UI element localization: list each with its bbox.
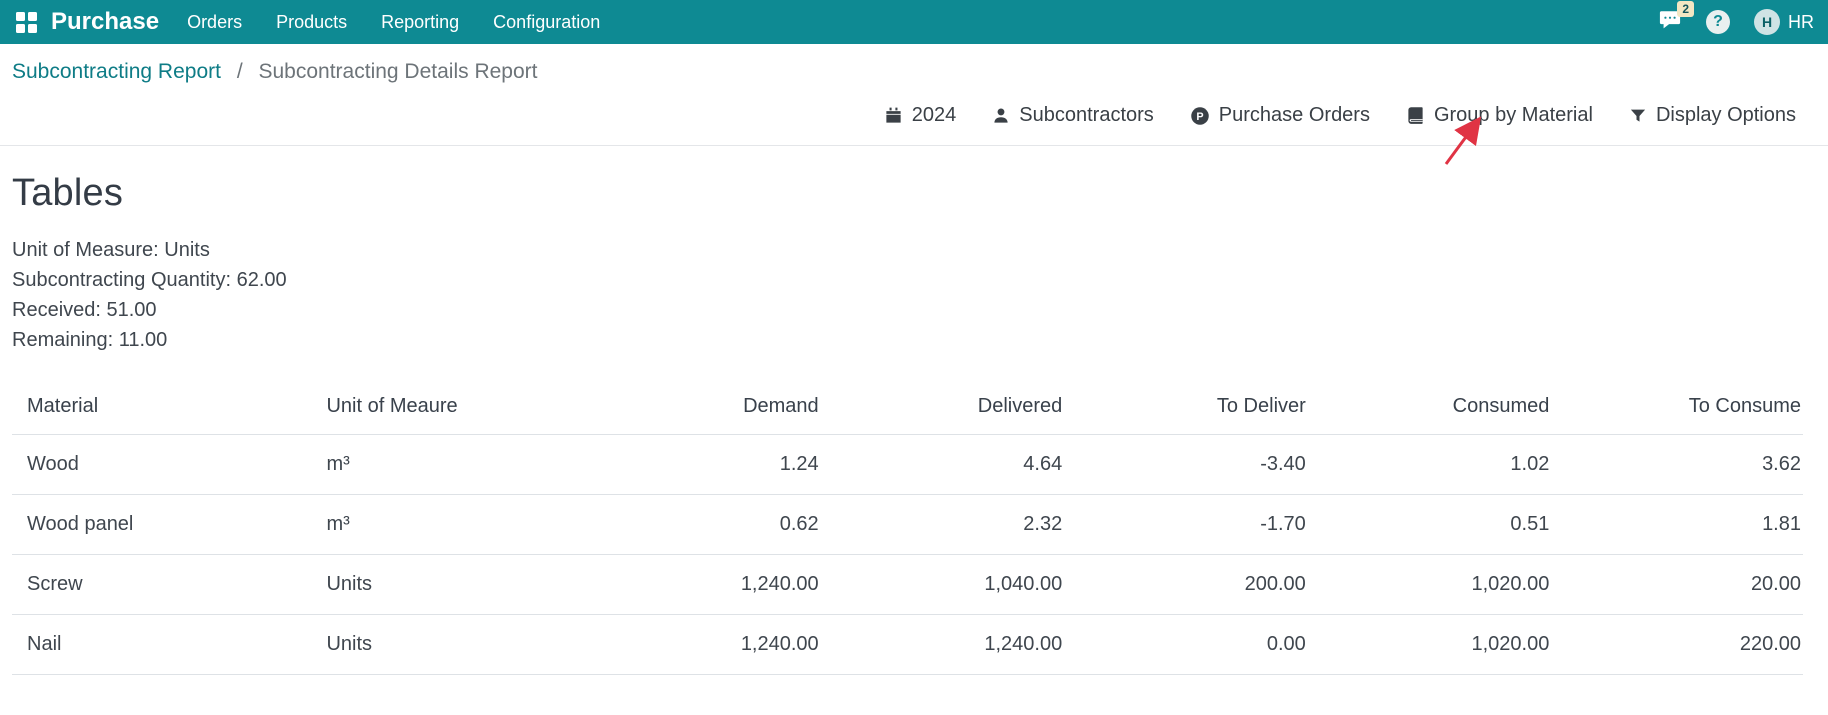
navbar-right: 2 ? H HR <box>1658 0 1814 36</box>
col-header-to-consume: To Consume <box>1559 381 1803 435</box>
cell-consumed: 1.02 <box>1315 434 1560 495</box>
table-row: Wood panel m³ 0.62 2.32 -1.70 0.51 1.81 <box>12 494 1803 555</box>
filter-label: 2024 <box>911 104 957 126</box>
table-header-row: Material Unit of Meaure Demand Delivered… <box>12 381 1803 435</box>
cell-to-consume: 3.62 <box>1559 434 1803 495</box>
cell-uom: Units <box>316 554 586 615</box>
messages-button[interactable]: 2 <box>1658 0 1694 36</box>
table-row: Screw Units 1,240.00 1,040.00 200.00 1,0… <box>12 554 1803 615</box>
cell-delivered: 1,040.00 <box>828 554 1073 615</box>
col-header-to-deliver: To Deliver <box>1072 381 1316 435</box>
summary-line-uom: Unit of Measure: Units <box>12 239 210 261</box>
breadcrumb-current: Subcontracting Details Report <box>258 60 538 83</box>
summary-line-remaining: Remaining: 11.00 <box>12 329 168 351</box>
cell-uom: m³ <box>316 434 586 495</box>
cell-to-consume: 220.00 <box>1559 614 1803 675</box>
cell-material: Wood panel <box>12 494 317 555</box>
filter-year[interactable]: 2024 <box>884 104 957 127</box>
menu-reporting[interactable]: Reporting <box>381 11 460 32</box>
main-menu: Orders Products Reporting Configuration <box>185 8 602 37</box>
filter-icon <box>1629 107 1647 125</box>
apps-grid-icon <box>16 11 37 33</box>
summary-line-quantity: Subcontracting Quantity: 62.00 <box>12 269 287 291</box>
filter-display-options[interactable]: Display Options <box>1629 104 1796 127</box>
cell-to-consume: 1.81 <box>1559 494 1803 555</box>
help-icon[interactable]: ? <box>1706 10 1730 34</box>
cell-to-deliver: -3.40 <box>1072 434 1316 495</box>
app-title[interactable]: Purchase <box>51 8 160 35</box>
report-content: Tables Unit of Measure: Units Subcontrac… <box>0 172 1828 715</box>
cell-delivered: 2.32 <box>828 494 1073 555</box>
cell-demand: 0.62 <box>585 494 829 555</box>
cell-consumed: 1,020.00 <box>1315 554 1560 615</box>
cell-to-consume: 20.00 <box>1559 554 1803 615</box>
cell-to-deliver: 200.00 <box>1072 554 1316 615</box>
summary-block: Unit of Measure: Units Subcontracting Qu… <box>12 235 1803 355</box>
breadcrumb-parent-link[interactable]: Subcontracting Report <box>12 60 221 83</box>
cell-material: Nail <box>12 614 317 675</box>
book-icon <box>1406 106 1425 125</box>
filter-label: Subcontractors <box>1019 104 1154 126</box>
cell-consumed: 0.51 <box>1315 494 1560 555</box>
cell-demand: 1,240.00 <box>585 554 829 615</box>
filter-bar: 2024 Subcontractors P Purchase Orders <box>0 84 1828 146</box>
col-header-demand: Demand <box>585 381 829 435</box>
user-name-label: HR <box>1788 11 1814 32</box>
top-navbar: Purchase Orders Products Reporting Confi… <box>0 0 1828 44</box>
avatar: H <box>1754 9 1780 35</box>
cell-delivered: 4.64 <box>828 434 1073 495</box>
page-title: Tables <box>12 172 124 214</box>
filter-group-by-material[interactable]: Group by Material <box>1406 104 1593 127</box>
cell-to-deliver: 0.00 <box>1072 614 1316 675</box>
menu-configuration[interactable]: Configuration <box>493 11 601 32</box>
table-row: Wood m³ 1.24 4.64 -3.40 1.02 3.62 <box>12 434 1803 495</box>
navbar-left: Purchase Orders Products Reporting Confi… <box>12 8 602 37</box>
filter-label: Purchase Orders <box>1218 104 1370 126</box>
svg-text:P: P <box>1196 110 1203 122</box>
summary-line-received: Received: 51.00 <box>12 299 157 321</box>
col-header-uom: Unit of Meaure <box>316 381 586 435</box>
cell-uom: Units <box>316 614 586 675</box>
cell-demand: 1.24 <box>585 434 829 495</box>
menu-products[interactable]: Products <box>276 11 348 32</box>
materials-table: Material Unit of Meaure Demand Delivered… <box>12 381 1803 675</box>
apps-menu-button[interactable] <box>12 8 41 37</box>
chat-icon <box>1658 9 1682 36</box>
menu-orders[interactable]: Orders <box>187 11 243 32</box>
filter-label: Display Options <box>1655 104 1796 126</box>
purchase-circle-icon: P <box>1190 106 1210 126</box>
cell-material: Wood <box>12 434 317 495</box>
cell-material: Screw <box>12 554 317 615</box>
cell-demand: 1,240.00 <box>585 614 829 675</box>
cell-consumed: 1,020.00 <box>1315 614 1560 675</box>
user-menu[interactable]: H HR <box>1754 9 1814 35</box>
message-count-badge: 2 <box>1677 0 1694 17</box>
filter-label: Group by Material <box>1433 104 1593 126</box>
col-header-material: Material <box>12 381 317 435</box>
breadcrumb: Subcontracting Report / Subcontracting D… <box>0 44 1828 84</box>
cell-delivered: 1,240.00 <box>828 614 1073 675</box>
filter-subcontractors[interactable]: Subcontractors <box>992 104 1154 127</box>
filter-purchase-orders[interactable]: P Purchase Orders <box>1190 104 1370 127</box>
cell-to-deliver: -1.70 <box>1072 494 1316 555</box>
breadcrumb-separator: / <box>236 60 243 83</box>
col-header-delivered: Delivered <box>828 381 1073 435</box>
table-row: Nail Units 1,240.00 1,240.00 0.00 1,020.… <box>12 614 1803 675</box>
cell-uom: m³ <box>316 494 586 555</box>
col-header-consumed: Consumed <box>1315 381 1560 435</box>
user-icon <box>992 106 1010 125</box>
calendar-icon <box>884 106 903 125</box>
